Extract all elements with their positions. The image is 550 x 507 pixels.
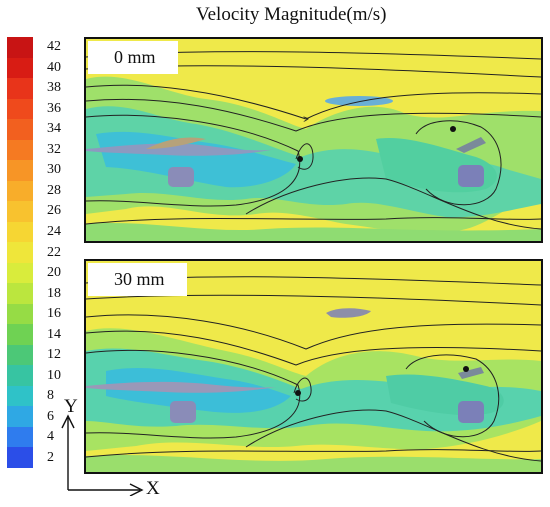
y-axis-label: Y xyxy=(64,396,78,417)
colorbar-tick-label: 30 xyxy=(47,162,61,178)
colorbar-tick-label: 10 xyxy=(47,367,61,383)
colorbar-tick-label: 14 xyxy=(47,326,61,342)
colorbar-swatch xyxy=(7,324,33,346)
colorbar-tick-label: 32 xyxy=(47,141,61,157)
colorbar-swatch xyxy=(7,262,33,284)
colorbar-tick-label: 22 xyxy=(47,244,61,260)
velocity-field-0mm xyxy=(86,39,541,241)
colorbar-tick-label: 36 xyxy=(47,100,61,116)
velocity-field-30mm xyxy=(86,261,541,472)
colorbar-tick-label: 28 xyxy=(47,182,61,198)
colorbar-swatch xyxy=(7,180,33,202)
colorbar-tick-label: 24 xyxy=(47,223,61,239)
axis-indicator: Y X xyxy=(56,396,176,501)
colorbar-tick-label: 18 xyxy=(47,285,61,301)
colorbar-tick-label: 40 xyxy=(47,59,61,75)
colorbar-swatch xyxy=(7,303,33,325)
panel-label-30mm: 30 mm xyxy=(88,263,187,296)
colorbar-swatch xyxy=(7,406,33,428)
colorbar-swatch xyxy=(7,201,33,223)
colorbar-swatch xyxy=(7,221,33,243)
colorbar-swatch xyxy=(7,283,33,305)
colorbar-tick-label: 16 xyxy=(47,306,61,322)
colorbar-tick-label: 4 xyxy=(47,429,54,445)
x-axis-label: X xyxy=(146,478,160,499)
panel-label-0mm: 0 mm xyxy=(88,41,178,74)
colorbar-swatch xyxy=(7,139,33,161)
colorbar-tick-label: 12 xyxy=(47,347,61,363)
colorbar-tick-label: 8 xyxy=(47,388,54,404)
colorbar-swatch xyxy=(7,365,33,387)
colorbar-swatch xyxy=(7,447,33,469)
colorbar-swatch xyxy=(7,37,33,59)
colorbar-tick-label: 26 xyxy=(47,203,61,219)
colorbar-tick-label: 38 xyxy=(47,80,61,96)
colorbar-swatch xyxy=(7,242,33,264)
colorbar-swatch xyxy=(7,78,33,100)
colorbar-swatch xyxy=(7,385,33,407)
colorbar-swatch xyxy=(7,344,33,366)
figure-title: Velocity Magnitude(m/s) xyxy=(196,4,387,25)
colorbar-swatch xyxy=(7,160,33,182)
axis-arrows xyxy=(61,414,144,497)
colorbar-swatch xyxy=(7,119,33,141)
colorbar-tick-label: 34 xyxy=(47,121,61,137)
colorbar-swatch xyxy=(7,98,33,120)
colorbar-tick-label: 2 xyxy=(47,449,54,465)
panel-0mm: 0 mm xyxy=(84,37,543,243)
colorbar-swatch xyxy=(7,57,33,79)
panel-30mm: 30 mm xyxy=(84,259,543,474)
colorbar-tick-label: 6 xyxy=(47,408,54,424)
colorbar-tick-label: 20 xyxy=(47,265,61,281)
colorbar-swatch xyxy=(7,426,33,448)
colorbar-tick-label: 42 xyxy=(47,39,61,55)
colorbar: 42 40 38 36 34 32 30 28 26 24 22 20 18 16 14 12 10 8 6 4 2 xyxy=(7,37,61,469)
